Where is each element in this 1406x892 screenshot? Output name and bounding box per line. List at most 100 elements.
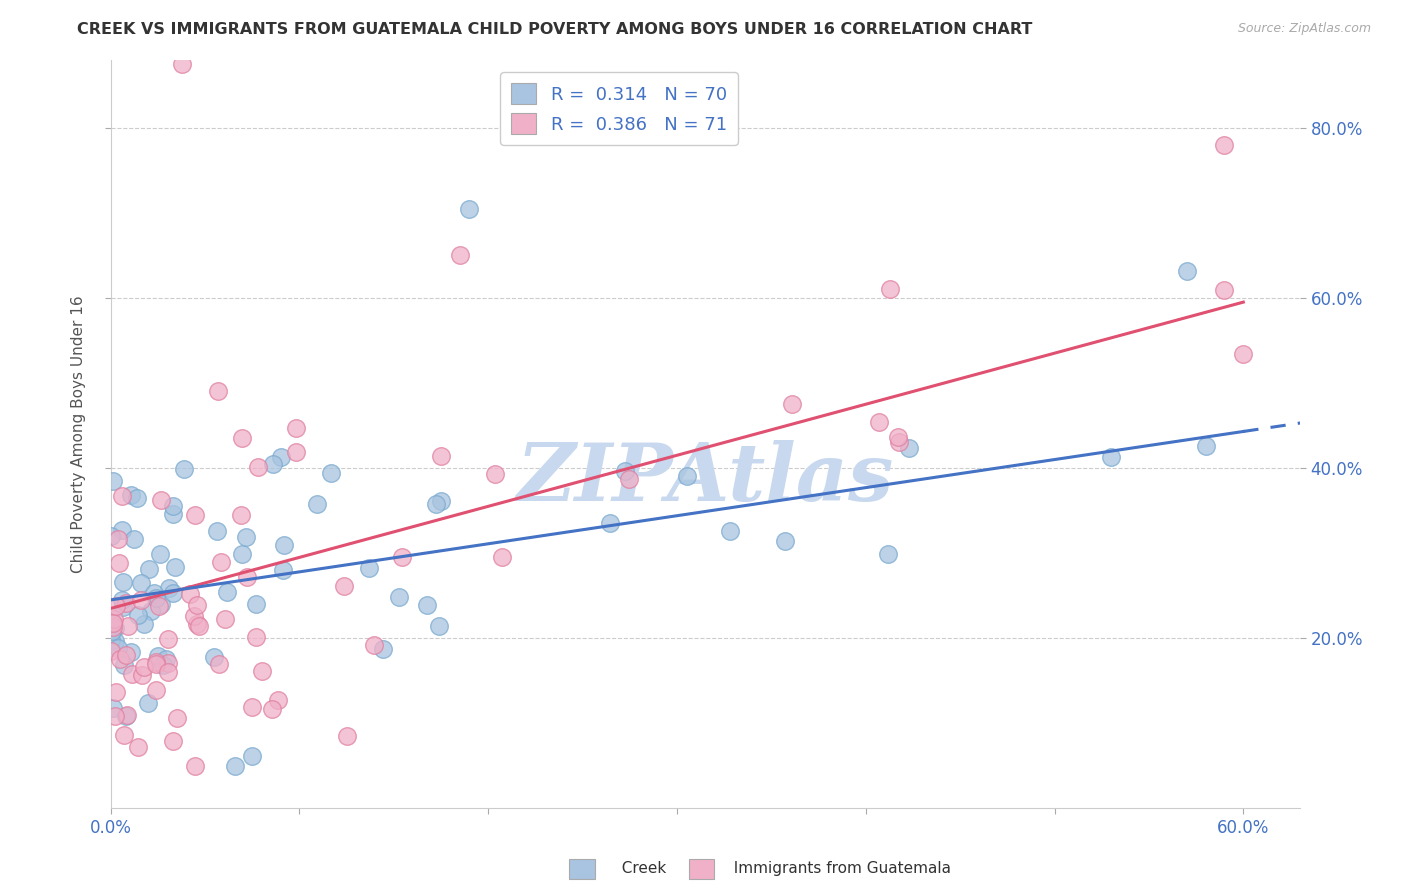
Point	[145, 655, 167, 669]
Point	[166, 711, 188, 725]
Point	[101, 617, 124, 632]
Point	[145, 683, 167, 698]
Point	[876, 547, 898, 561]
Point	[1213, 283, 1236, 297]
Point	[242, 748, 264, 763]
Point	[416, 598, 439, 612]
Point	[101, 624, 124, 638]
Point	[129, 575, 152, 590]
Point	[150, 597, 173, 611]
Point	[162, 499, 184, 513]
Point	[617, 472, 640, 486]
Point	[162, 586, 184, 600]
Point	[336, 730, 359, 744]
Point	[202, 649, 225, 664]
Point	[162, 734, 184, 748]
Point	[152, 657, 174, 672]
Point	[100, 632, 122, 647]
Point	[103, 612, 125, 626]
Point	[132, 616, 155, 631]
Point	[613, 464, 636, 478]
Point	[245, 597, 267, 611]
Point	[157, 632, 180, 647]
Point	[273, 538, 295, 552]
Point	[207, 384, 229, 399]
Text: Creek: Creek	[612, 861, 666, 876]
Point	[425, 497, 447, 511]
Point	[127, 740, 149, 755]
Point	[122, 532, 145, 546]
Legend: R =  0.314   N = 70, R =  0.386   N = 71: R = 0.314 N = 70, R = 0.386 N = 71	[501, 72, 738, 145]
Point	[173, 462, 195, 476]
Point	[104, 709, 127, 723]
Point	[145, 657, 167, 671]
Point	[887, 435, 910, 450]
Point	[214, 612, 236, 626]
Point	[780, 397, 803, 411]
Point	[183, 609, 205, 624]
Point	[217, 585, 239, 599]
Point	[332, 579, 354, 593]
Point	[209, 555, 232, 569]
Point	[108, 652, 131, 666]
Point	[898, 442, 921, 456]
Point	[267, 693, 290, 707]
Point	[235, 530, 257, 544]
Point	[138, 562, 160, 576]
Point	[125, 491, 148, 505]
Point	[104, 634, 127, 648]
Point	[136, 697, 159, 711]
Point	[240, 700, 263, 714]
Point	[115, 709, 138, 723]
Point	[149, 547, 172, 561]
Point	[162, 507, 184, 521]
Point	[391, 549, 413, 564]
Point	[1213, 137, 1236, 152]
Point	[127, 607, 149, 622]
Point	[145, 591, 167, 605]
Point	[263, 457, 285, 471]
Point	[319, 466, 342, 480]
Point	[231, 547, 253, 561]
Point	[149, 493, 172, 508]
Point	[111, 489, 134, 503]
Point	[120, 487, 142, 501]
Point	[430, 450, 453, 464]
Point	[262, 702, 284, 716]
Point	[491, 550, 513, 565]
Point	[388, 591, 411, 605]
Point	[887, 430, 910, 444]
Point	[172, 57, 194, 71]
Text: ZIPAtlas: ZIPAtlas	[516, 441, 894, 517]
Point	[718, 524, 741, 538]
Point	[458, 202, 481, 216]
Point	[156, 665, 179, 680]
Point	[868, 415, 890, 429]
Point	[101, 620, 124, 634]
Point	[186, 598, 208, 612]
Point	[108, 556, 131, 570]
Text: Immigrants from Guatemala: Immigrants from Guatemala	[724, 861, 950, 876]
Point	[112, 657, 135, 672]
Point	[359, 560, 381, 574]
Point	[205, 524, 228, 539]
Point	[271, 563, 294, 577]
Point	[373, 641, 395, 656]
Point	[208, 657, 231, 672]
Point	[146, 648, 169, 663]
Point	[121, 667, 143, 681]
Point	[184, 508, 207, 523]
Point	[165, 559, 187, 574]
Text: CREEK VS IMMIGRANTS FROM GUATEMALA CHILD POVERTY AMONG BOYS UNDER 16 CORRELATION: CREEK VS IMMIGRANTS FROM GUATEMALA CHILD…	[77, 22, 1032, 37]
Point	[184, 759, 207, 773]
Point	[224, 759, 246, 773]
Point	[285, 445, 308, 459]
Point	[115, 648, 138, 663]
Point	[131, 668, 153, 682]
Point	[107, 640, 129, 655]
Point	[100, 529, 122, 543]
Point	[111, 592, 134, 607]
Y-axis label: Child Poverty Among Boys Under 16: Child Poverty Among Boys Under 16	[72, 295, 86, 573]
Point	[270, 450, 292, 465]
Point	[148, 599, 170, 614]
